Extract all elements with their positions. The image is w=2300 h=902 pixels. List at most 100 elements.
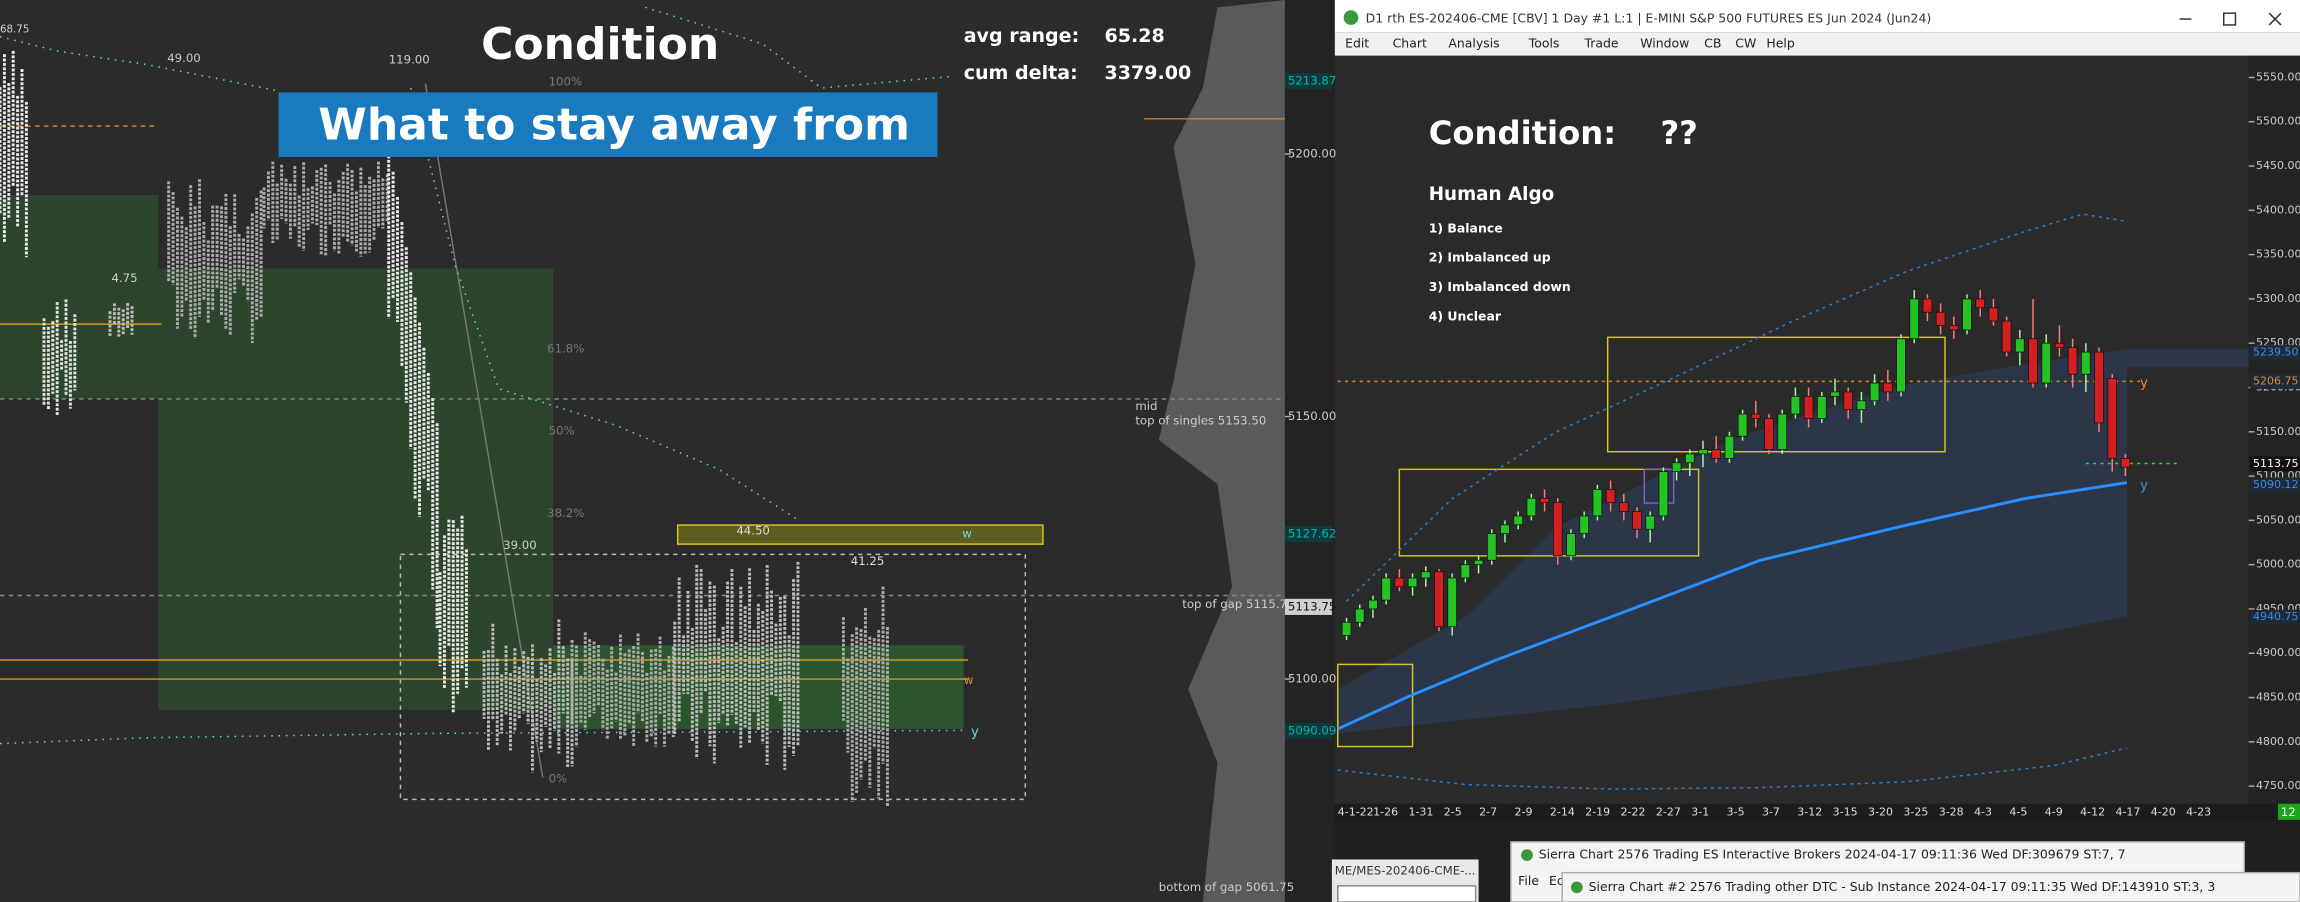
- candle-body: [1975, 298, 1985, 309]
- band: [1346, 213, 2128, 602]
- candle-body: [1724, 435, 1735, 459]
- candle-body: [2067, 347, 2078, 375]
- menu-item: Tools: [1528, 36, 1560, 51]
- candle-body: [1513, 515, 1523, 526]
- window1-title: Sierra Chart 2576 Trading ES Interactive…: [1539, 847, 2126, 862]
- list-item: 3) Imbalanced down: [1429, 279, 1571, 294]
- menu-item: Window: [1640, 36, 1689, 51]
- annotation: w: [962, 526, 972, 540]
- date-label: 3-25: [1903, 806, 1928, 819]
- band: [410, 87, 800, 522]
- close[interactable]: [2268, 12, 2282, 26]
- app-icon: [1521, 849, 1533, 861]
- candle-body: [2094, 351, 2104, 424]
- candle-body: [1671, 462, 1682, 473]
- candle-body: [1645, 515, 1655, 530]
- date-label: 4-1-22: [1338, 806, 1374, 819]
- candle-body: [1354, 608, 1365, 623]
- candle-body: [1592, 489, 1603, 517]
- candle-body: [1962, 298, 1972, 331]
- stat-label: cum delta:: [964, 62, 1078, 84]
- menu-item[interactable]: Ed: [1549, 873, 1565, 888]
- candle-body: [1473, 559, 1484, 566]
- date-label: 3-20: [1868, 806, 1893, 819]
- price-label-bg: [1284, 525, 1332, 543]
- price-label-bg: [2250, 374, 2300, 389]
- list-item: 1) Balance: [1429, 220, 1503, 235]
- price-tick-label: 5200.00: [1288, 147, 1336, 161]
- candle-body: [1817, 395, 1827, 419]
- price-tick-label: 5300.00: [2256, 292, 2300, 305]
- annotation: 100%: [549, 75, 583, 89]
- date-label: 4-3: [1974, 806, 1992, 819]
- candle-body: [1368, 599, 1378, 610]
- window-title: D1 rth ES-202406-CME [CBV] 1 Day #1 L:1 …: [1366, 11, 1932, 26]
- annotation: 119.00: [389, 53, 430, 67]
- date-label: 3-15: [1833, 806, 1858, 819]
- price-tick-label: 5100.00: [1288, 672, 1336, 686]
- annotation: 41.25: [851, 554, 885, 568]
- annotation: 0%: [549, 771, 568, 785]
- candle-body: [1500, 524, 1510, 535]
- price-tick-label: 5450.00: [2256, 159, 2300, 172]
- dropdown[interactable]: [1337, 885, 1477, 902]
- annotation: top of singles 5153.50: [1135, 413, 1266, 427]
- date-label: 4-17: [2115, 806, 2140, 819]
- menu-item: Trade: [1583, 36, 1618, 51]
- left-price-axis: [1284, 0, 1335, 902]
- annotation: mid: [1135, 399, 1157, 413]
- annotation: 50%: [549, 424, 575, 438]
- list-item: 2) Imbalanced up: [1429, 250, 1551, 265]
- app-icon: [1343, 10, 1359, 25]
- date-label: 2-7: [1479, 806, 1497, 819]
- menu-item: Edit: [1345, 36, 1369, 51]
- annotation: y: [971, 725, 979, 740]
- volume-profile: [1158, 0, 1285, 902]
- candle-body: [1922, 298, 1933, 313]
- price-label: 5090.09: [1288, 724, 1336, 738]
- candle-body: [1935, 311, 1946, 326]
- date-label: 4-23: [2186, 806, 2211, 819]
- price-label-bg: [2250, 345, 2300, 360]
- menu-item[interactable]: File: [1518, 873, 1539, 888]
- annotation: 61.8%: [547, 342, 584, 356]
- candle-body: [1407, 577, 1418, 588]
- date-label: 3-1: [1691, 806, 1709, 819]
- candle-body: [1909, 298, 1919, 340]
- stat-value: 3379.00: [1105, 62, 1192, 84]
- candle-body: [1447, 577, 1457, 628]
- candle-body: [1830, 391, 1840, 397]
- menu-item: CB: [1704, 36, 1721, 51]
- menu-item: Help: [1766, 36, 1794, 51]
- right-price-axis: [2248, 55, 2300, 804]
- price-tick-label: 5350.00: [2256, 248, 2300, 261]
- price-label: 5090.12: [2253, 478, 2299, 491]
- title-bar: [1334, 0, 2300, 33]
- badge-bg: [2277, 803, 2300, 820]
- annotation: top of gap 5115.75: [1182, 597, 1294, 611]
- candle-body: [1856, 400, 1867, 411]
- condition: Condition:: [1429, 114, 1616, 152]
- subtitle: Human Algo: [1429, 184, 1554, 205]
- maximize[interactable]: [2222, 12, 2237, 26]
- price-tick-label: 4900.00: [2256, 646, 2300, 659]
- price-label-bg: [1284, 723, 1332, 740]
- candle-body: [1632, 511, 1642, 530]
- candle-body: [2041, 342, 2052, 384]
- window2[interactable]: [1561, 871, 2300, 902]
- candle-body: [1764, 418, 1774, 450]
- candle-body: [1539, 497, 1550, 504]
- candle-body: [1843, 391, 1853, 411]
- price-tick-label: 5150.00: [2256, 425, 2300, 438]
- range-box: [399, 553, 1027, 801]
- price-tick-label: 4800.00: [2256, 735, 2300, 748]
- price-label-bg: [2250, 456, 2300, 472]
- candle-body: [1579, 515, 1589, 535]
- annotation: 68.75: [0, 23, 29, 35]
- zone: [0, 195, 159, 399]
- price-tick-label: 5400.00: [2256, 203, 2300, 216]
- price-label: 5206.75: [2253, 375, 2299, 388]
- list-item: 4) Unclear: [1429, 308, 1502, 323]
- candle-body: [2120, 457, 2131, 468]
- candle-body: [2001, 320, 2012, 353]
